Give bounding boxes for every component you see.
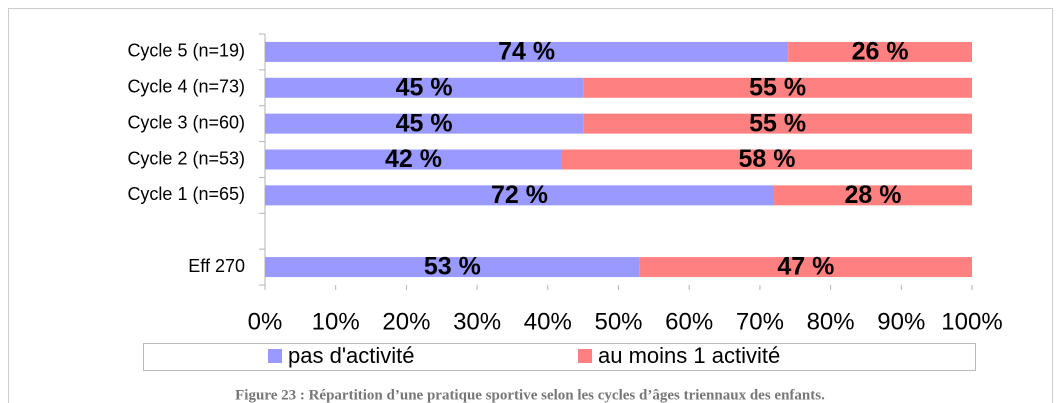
x-tick-label: 70%	[736, 308, 784, 335]
legend-box	[143, 343, 976, 371]
x-tick-label: 10%	[312, 308, 360, 335]
value-label: 47 %	[777, 253, 834, 281]
y-tick-label: Cycle 2 (n=53)	[127, 148, 245, 168]
y-tick-label: Eff 270	[188, 256, 245, 276]
value-label: 74 %	[498, 38, 555, 66]
bar-segment	[774, 185, 972, 206]
x-tick-label: 80%	[807, 308, 855, 335]
bar-segment	[788, 41, 972, 62]
x-tick-label: 60%	[665, 308, 713, 335]
bar-segment	[265, 149, 562, 170]
x-tick-label: 40%	[524, 308, 572, 335]
x-tick-label: 0%	[248, 308, 283, 335]
x-tick-label: 90%	[877, 308, 925, 335]
y-tick-label: Cycle 5 (n=19)	[127, 41, 245, 61]
value-label: 55 %	[749, 73, 806, 101]
frame	[8, 8, 1053, 403]
caption: Figure 23 : Répartition d’une pratique s…	[235, 387, 825, 403]
bar-segment	[583, 113, 972, 134]
value-label: 28 %	[845, 181, 902, 209]
value-label: 53 %	[424, 253, 481, 281]
bar-segment	[265, 257, 640, 278]
bar-segment	[561, 149, 972, 170]
legend-swatch	[268, 349, 282, 363]
x-tick-label: 50%	[594, 308, 642, 335]
x-tick-label: 30%	[453, 308, 501, 335]
value-label: 72 %	[491, 181, 548, 209]
y-tick-label: Cycle 3 (n=60)	[127, 112, 245, 132]
x-tick-label: 100%	[941, 308, 1002, 335]
y-tick-label: Cycle 1 (n=65)	[127, 184, 245, 204]
value-label: 55 %	[749, 109, 806, 137]
bar-segment	[265, 77, 584, 98]
bar-segment	[265, 113, 584, 134]
legend-swatch	[578, 349, 592, 363]
legend-label: au moins 1 activité	[598, 343, 780, 368]
bar-segment	[583, 77, 972, 98]
y-tick-label: Cycle 4 (n=73)	[127, 77, 245, 97]
bar-segment	[639, 257, 972, 278]
bar-segment	[265, 41, 789, 62]
legend-label: pas d'activité	[288, 343, 415, 368]
value-label: 45 %	[396, 109, 453, 137]
value-label: 58 %	[738, 145, 795, 173]
value-label: 45 %	[396, 73, 453, 101]
value-label: 26 %	[852, 38, 909, 66]
value-label: 42 %	[385, 145, 442, 173]
x-tick-label: 20%	[382, 308, 430, 335]
bar-segment	[265, 185, 775, 206]
